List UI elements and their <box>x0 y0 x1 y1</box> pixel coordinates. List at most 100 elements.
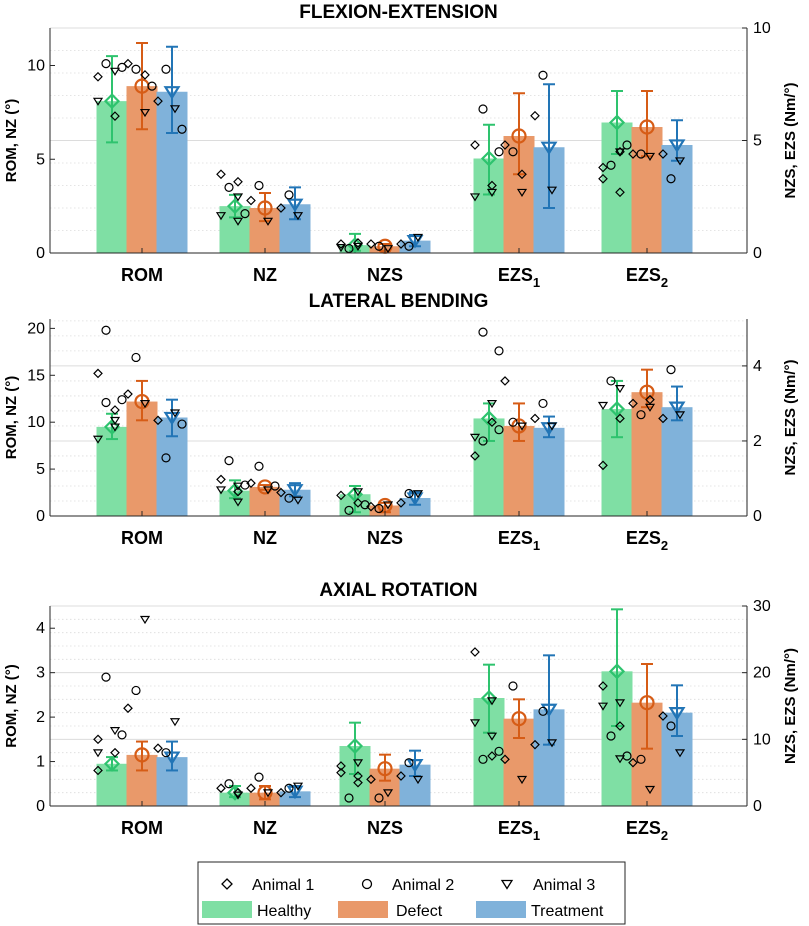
animal-1-point <box>276 203 286 213</box>
legend-animal-2-label: Animal 2 <box>392 877 454 894</box>
animal-2-point <box>374 503 384 514</box>
category-rom <box>92 615 188 806</box>
healthy-bar <box>96 426 128 516</box>
category-label: NZS <box>367 265 403 285</box>
animal-1-point <box>615 413 625 424</box>
animal-3-point <box>215 486 227 495</box>
legend-animal-1: Animal 1 <box>221 877 314 894</box>
animal-1-point <box>658 149 668 159</box>
animal-2-point <box>636 149 646 159</box>
category-ezs2 <box>597 608 693 806</box>
animal-2-point <box>284 190 294 200</box>
category-ezs1 <box>469 70 565 253</box>
animal-3-point <box>412 490 424 499</box>
treatment-mean-marker <box>540 703 558 718</box>
y-axis-label-right: NZS, EZS (Nm/°) <box>782 648 799 764</box>
y-tick-label-right: 30 <box>753 598 771 615</box>
animal-1-point <box>396 771 406 781</box>
category-ezs2 <box>597 365 693 516</box>
defect-mean-marker <box>377 761 393 777</box>
treatment-bar <box>399 497 431 516</box>
legend-treatment: Treatment <box>476 901 604 920</box>
y-tick-label-right: 20 <box>753 665 771 682</box>
panel-title: FLEXION-EXTENSION <box>299 2 497 23</box>
y-tick-label-left: 1 <box>36 754 45 771</box>
animal-2-point <box>177 419 187 429</box>
y-tick-label-right: 10 <box>753 731 771 748</box>
animal-2-point <box>538 70 548 80</box>
animal-1-point <box>396 239 406 249</box>
legend-defect: Defect <box>338 901 443 920</box>
animal-1-point <box>353 777 363 788</box>
treatment-bar <box>661 407 693 516</box>
panel-title: AXIAL ROTATION <box>319 580 477 601</box>
category-label: ROM <box>121 528 163 548</box>
animal-1-point <box>353 771 363 781</box>
animal-3-point <box>169 105 181 114</box>
animal-1-point <box>487 417 497 428</box>
y-axis-label-left: ROM, NZ (°) <box>3 376 20 459</box>
animal-1-point <box>123 703 133 714</box>
animal-3-point <box>674 157 686 166</box>
category-nzs <box>336 721 431 806</box>
animal-1-point <box>233 787 243 798</box>
healthy-mean-marker <box>346 737 364 755</box>
healthy-mean-marker <box>608 663 626 680</box>
animal-3-point <box>614 699 626 708</box>
animal-2-point <box>622 140 632 150</box>
treatment-bar <box>661 145 693 253</box>
y-tick-label-right: 4 <box>753 358 762 375</box>
category-rom <box>92 325 188 516</box>
healthy-mean-marker <box>103 755 121 772</box>
category-ezs2 <box>598 90 693 253</box>
animal-1-point <box>246 195 256 206</box>
animal-1-point <box>598 173 608 184</box>
animal-1-point <box>153 96 163 106</box>
defect-bar <box>631 392 663 516</box>
y-tick-label-left: 5 <box>36 151 45 168</box>
treatment-mean-marker <box>668 707 686 721</box>
healthy-swatch <box>202 901 252 918</box>
legend-animal-1-label: Animal 1 <box>252 877 314 894</box>
category-ezs1 <box>469 647 565 806</box>
animal-1-point <box>246 478 256 489</box>
animal-2-point <box>240 209 250 219</box>
animal-2-point <box>636 754 646 764</box>
animal-3-point <box>469 719 481 728</box>
animal-2-point <box>131 685 141 696</box>
animal-2-point <box>344 505 354 515</box>
animal-1-point <box>336 239 346 249</box>
animal-1-point <box>123 389 133 399</box>
animal-3-point <box>382 501 394 510</box>
category-label: EZS1 <box>498 818 540 843</box>
animal-2-point <box>147 81 157 91</box>
treatment-mean-marker <box>163 86 181 100</box>
animal-3-point <box>614 385 626 394</box>
animal-2-point <box>131 64 141 74</box>
animal-2-point <box>494 425 504 435</box>
animal-1-point <box>470 647 480 657</box>
animal-2-point <box>344 243 354 254</box>
animal-2-point <box>284 783 294 793</box>
animal-1-point <box>233 486 243 497</box>
category-nz <box>216 772 311 806</box>
animal-2-point <box>270 481 280 491</box>
treatment-bar <box>533 427 565 516</box>
animal-2-point <box>666 721 676 731</box>
animal-1-point <box>500 376 510 386</box>
defect-mean-marker <box>639 119 655 135</box>
animal-3-point <box>292 496 304 505</box>
animal-1-point <box>336 767 346 778</box>
healthy-mean-marker <box>480 689 498 707</box>
animal-1-point <box>500 754 510 765</box>
animal-2-point <box>161 453 171 463</box>
animal-3-point <box>109 416 121 426</box>
animal-3-point <box>215 212 227 221</box>
category-label: ROM <box>121 265 163 285</box>
treatment-swatch <box>476 901 526 918</box>
animal-1-point <box>336 761 346 771</box>
animal-1-point <box>658 711 668 721</box>
defect-mean-marker <box>377 497 393 514</box>
defect-mean-marker <box>511 711 527 727</box>
animal-2-point <box>117 62 127 72</box>
